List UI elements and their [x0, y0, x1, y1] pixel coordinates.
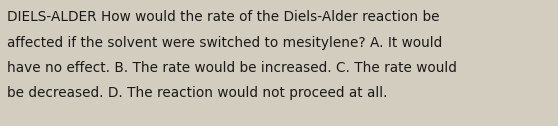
Text: be decreased. D. The reaction would not proceed at all.: be decreased. D. The reaction would not …: [7, 87, 387, 101]
Text: DIELS-ALDER How would the rate of the Diels-Alder reaction be: DIELS-ALDER How would the rate of the Di…: [7, 10, 440, 24]
Text: affected if the solvent were switched to mesitylene? A. It would: affected if the solvent were switched to…: [7, 36, 442, 50]
Text: have no effect. B. The rate would be increased. C. The rate would: have no effect. B. The rate would be inc…: [7, 61, 457, 75]
